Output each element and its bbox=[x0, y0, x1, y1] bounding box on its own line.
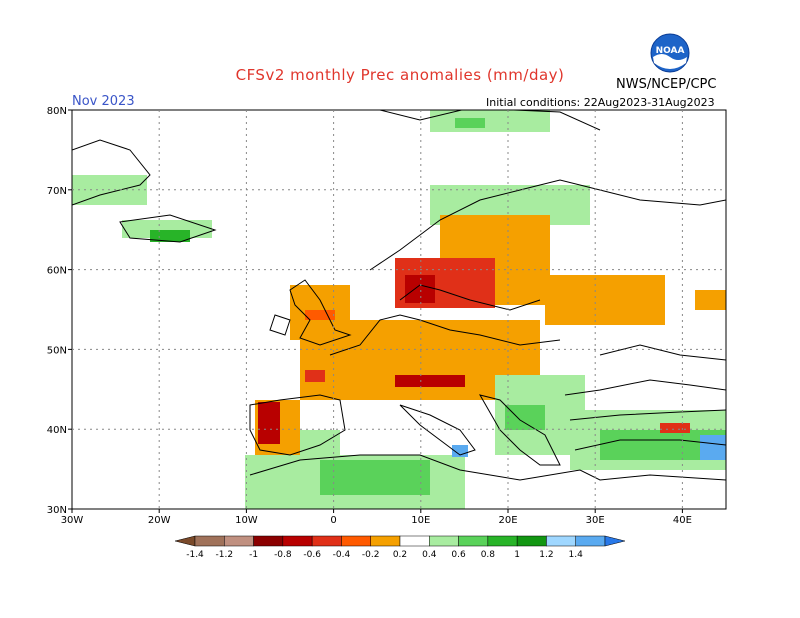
agency-label: NWS/NCEP/CPC bbox=[616, 77, 717, 92]
legend-arrow-high bbox=[604, 535, 626, 547]
lon-tick-label: 20W bbox=[148, 515, 171, 526]
anomaly-patch bbox=[700, 435, 726, 460]
lat-tick-label: 30N bbox=[47, 505, 67, 516]
legend-swatch bbox=[224, 535, 254, 547]
legend-label: -1.4 bbox=[186, 550, 204, 560]
legend-swatch bbox=[399, 535, 430, 547]
anomaly-patch bbox=[695, 290, 726, 310]
lat-tick-label: 80N bbox=[47, 106, 67, 117]
legend-swatch bbox=[194, 535, 225, 547]
anomaly-patch bbox=[505, 405, 545, 430]
legend-label: -0.8 bbox=[274, 550, 292, 560]
anomaly-patch bbox=[320, 460, 430, 495]
initial-conditions: Initial conditions: 22Aug2023-31Aug2023 bbox=[486, 96, 715, 109]
anomaly-shading bbox=[72, 110, 726, 509]
legend-label: -1.2 bbox=[216, 550, 234, 560]
lon-tick-label: 10E bbox=[411, 515, 430, 526]
anomaly-patch bbox=[405, 275, 435, 303]
legend-swatch bbox=[458, 535, 489, 547]
coastlines bbox=[72, 110, 726, 481]
anomaly-patch bbox=[545, 275, 665, 325]
lon-tick-label: 40E bbox=[673, 515, 692, 526]
legend-label: 0.4 bbox=[422, 550, 437, 560]
lon-tick-label: 0 bbox=[330, 515, 336, 526]
legend-swatch bbox=[282, 535, 313, 547]
svg-text:NOAA: NOAA bbox=[656, 46, 685, 56]
legend-swatch bbox=[311, 535, 342, 547]
legend-label: 1.2 bbox=[539, 550, 553, 560]
legend-swatch bbox=[341, 535, 371, 547]
legend-label: -0.4 bbox=[333, 550, 351, 560]
lat-tick-label: 60N bbox=[47, 266, 67, 277]
legend-swatch bbox=[253, 535, 284, 547]
anomaly-patch bbox=[258, 402, 280, 444]
forecast-month: Nov 2023 bbox=[72, 94, 135, 109]
legend-label: -1 bbox=[249, 550, 258, 560]
anomaly-patch bbox=[305, 370, 325, 382]
legend-label: -0.2 bbox=[362, 550, 380, 560]
legend-label: 1 bbox=[514, 550, 520, 560]
legend-arrow-low bbox=[174, 535, 196, 547]
legend-label: 1.4 bbox=[569, 550, 584, 560]
tick-labels: 30W 20W 10W 0 10E 20E 30E 40E 80N 70N 60N 50N 40N 30N bbox=[47, 106, 692, 526]
anomaly-patch bbox=[395, 375, 465, 387]
lat-tick-label: 50N bbox=[47, 345, 67, 356]
legend-swatch bbox=[487, 535, 518, 547]
legend-swatch bbox=[429, 535, 459, 547]
lat-tick-label: 40N bbox=[47, 425, 67, 436]
legend-label: 0.6 bbox=[451, 550, 466, 560]
color-legend: -1.4 -1.2 -1 -0.8 -0.6 -0.4 -0.2 0.2 0.4 0.6 0.8 1 1… bbox=[174, 535, 626, 560]
legend-label: -0.6 bbox=[303, 550, 321, 560]
lon-tick-label: 10W bbox=[235, 515, 258, 526]
noaa-logo: NOAA bbox=[650, 33, 690, 73]
lat-tick-label: 70N bbox=[47, 186, 67, 197]
legend-label: 0.8 bbox=[481, 550, 496, 560]
map-frame bbox=[71, 109, 727, 510]
graticule bbox=[68, 109, 726, 513]
anomaly-patch bbox=[455, 118, 485, 128]
legend-swatch bbox=[370, 535, 401, 547]
legend-label: 0.2 bbox=[393, 550, 407, 560]
anomaly-patch bbox=[150, 230, 190, 242]
lon-tick-label: 30E bbox=[586, 515, 605, 526]
anomaly-patch bbox=[305, 310, 335, 322]
lon-tick-label: 20E bbox=[498, 515, 517, 526]
legend-swatch bbox=[516, 535, 547, 547]
anomaly-patch bbox=[660, 423, 690, 433]
legend-swatch bbox=[575, 535, 606, 547]
legend-swatch bbox=[546, 535, 576, 547]
map-title: CFSv2 monthly Prec anomalies (mm/day) bbox=[235, 66, 565, 84]
lon-tick-label: 30W bbox=[61, 515, 84, 526]
